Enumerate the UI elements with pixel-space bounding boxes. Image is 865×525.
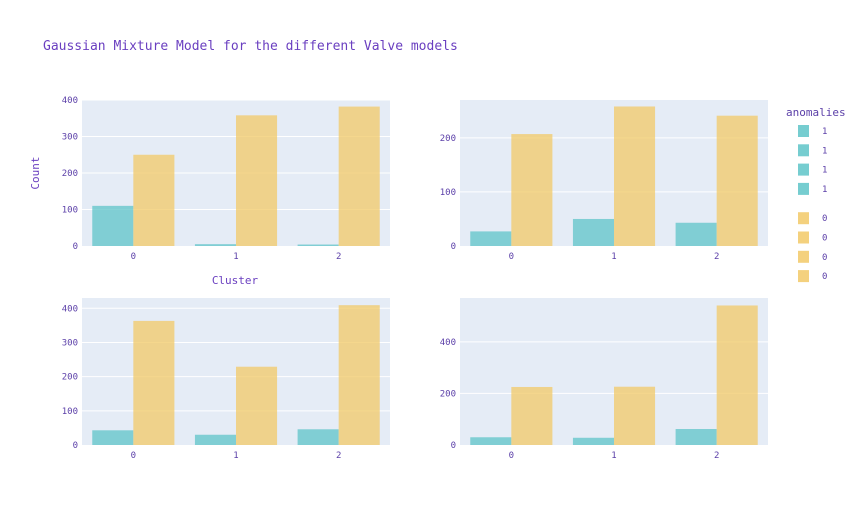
x-tick-label: 0 xyxy=(509,451,514,461)
x-tick-label: 1 xyxy=(233,252,238,262)
y-tick-label: 100 xyxy=(62,407,78,417)
bar-anomaly-1-cluster-2 xyxy=(297,244,339,246)
bar-anomaly-1-cluster-1 xyxy=(194,434,236,445)
legend-swatch[interactable] xyxy=(798,125,809,137)
legend-label[interactable]: 0 xyxy=(822,234,827,244)
y-tick-label: 200 xyxy=(440,389,456,399)
y-tick-label: 0 xyxy=(451,441,456,451)
bar-anomaly-0-cluster-0 xyxy=(511,386,553,445)
bar-anomaly-0-cluster-2 xyxy=(338,305,380,445)
y-tick-label: 0 xyxy=(451,242,456,252)
subplot-3: 0 100 200 300 400 0 1 2 xyxy=(62,298,390,461)
bar-anomaly-1-cluster-0 xyxy=(92,205,134,246)
y-tick-label: 400 xyxy=(440,338,456,348)
bar-anomaly-1-cluster-0 xyxy=(92,430,134,445)
bar-anomaly-0-cluster-2 xyxy=(716,305,758,445)
bar-anomaly-0-cluster-0 xyxy=(133,320,175,445)
legend-label[interactable]: 1 xyxy=(822,185,827,195)
x-tick-label: 1 xyxy=(233,451,238,461)
y-tick-label: 300 xyxy=(62,133,78,143)
y-tick-label: 0 xyxy=(73,242,78,252)
legend-swatch[interactable] xyxy=(798,182,809,195)
y-tick-label: 100 xyxy=(440,188,456,198)
bar-anomaly-0-cluster-1 xyxy=(236,115,278,246)
x-tick-label: 1 xyxy=(611,451,616,461)
y-tick-label: 100 xyxy=(62,206,78,216)
legend-label[interactable]: 0 xyxy=(822,214,827,224)
bar-anomaly-0-cluster-1 xyxy=(614,106,656,246)
x-tick-label: 0 xyxy=(131,252,136,262)
x-axis-title: Cluster xyxy=(212,274,259,287)
bar-anomaly-0-cluster-2 xyxy=(338,106,380,246)
subplot-1: 0 100 200 300 400 0 1 2 xyxy=(62,96,390,262)
x-tick-label: 2 xyxy=(336,451,341,461)
legend-title: anomalies xyxy=(786,106,846,119)
x-tick-label: 2 xyxy=(714,451,719,461)
legend-label[interactable]: 1 xyxy=(822,166,827,176)
y-tick-label: 400 xyxy=(62,96,78,106)
x-tick-label: 0 xyxy=(509,252,514,262)
legend: anomalies 1 1 1 1 0 0 0 0 xyxy=(786,106,846,283)
y-tick-label: 400 xyxy=(62,304,78,314)
legend-label[interactable]: 0 xyxy=(822,253,827,263)
y-tick-label: 200 xyxy=(440,134,456,144)
legend-swatch[interactable] xyxy=(798,231,809,244)
legend-label[interactable]: 1 xyxy=(822,146,827,156)
y-tick-label: 200 xyxy=(62,169,78,179)
y-axis-title: Count xyxy=(29,156,42,189)
x-tick-label: 2 xyxy=(714,252,719,262)
bar-anomaly-1-cluster-2 xyxy=(297,429,339,445)
y-tick-label: 300 xyxy=(62,338,78,348)
legend-swatch[interactable] xyxy=(798,250,809,263)
subplot-2: 0 100 200 0 1 2 xyxy=(440,100,768,262)
legend-swatch[interactable] xyxy=(798,163,809,176)
bar-anomaly-1-cluster-2 xyxy=(675,222,717,246)
legend-swatch[interactable] xyxy=(798,270,809,283)
bar-anomaly-1-cluster-2 xyxy=(675,429,717,445)
bar-anomaly-1-cluster-0 xyxy=(470,231,512,246)
legend-label[interactable]: 1 xyxy=(822,127,827,137)
subplot-4: 0 200 400 0 1 2 xyxy=(440,298,768,461)
legend-swatch[interactable] xyxy=(798,144,809,157)
bar-anomaly-0-cluster-2 xyxy=(716,115,758,246)
bar-anomaly-1-cluster-1 xyxy=(194,244,236,246)
y-tick-label: 0 xyxy=(73,441,78,451)
legend-label[interactable]: 0 xyxy=(822,272,827,282)
bar-anomaly-1-cluster-1 xyxy=(572,437,614,445)
x-tick-label: 2 xyxy=(336,252,341,262)
y-tick-label: 200 xyxy=(62,373,78,383)
x-tick-label: 0 xyxy=(131,451,136,461)
bar-anomaly-1-cluster-0 xyxy=(470,437,512,445)
chart-title: Gaussian Mixture Model for the different… xyxy=(43,39,458,54)
bar-anomaly-0-cluster-0 xyxy=(133,154,175,246)
x-tick-label: 1 xyxy=(611,252,616,262)
bar-anomaly-0-cluster-1 xyxy=(236,366,278,445)
legend-swatch[interactable] xyxy=(798,212,809,225)
bar-anomaly-0-cluster-0 xyxy=(511,134,553,246)
bar-anomaly-0-cluster-1 xyxy=(614,386,656,445)
bar-anomaly-1-cluster-1 xyxy=(572,218,614,246)
